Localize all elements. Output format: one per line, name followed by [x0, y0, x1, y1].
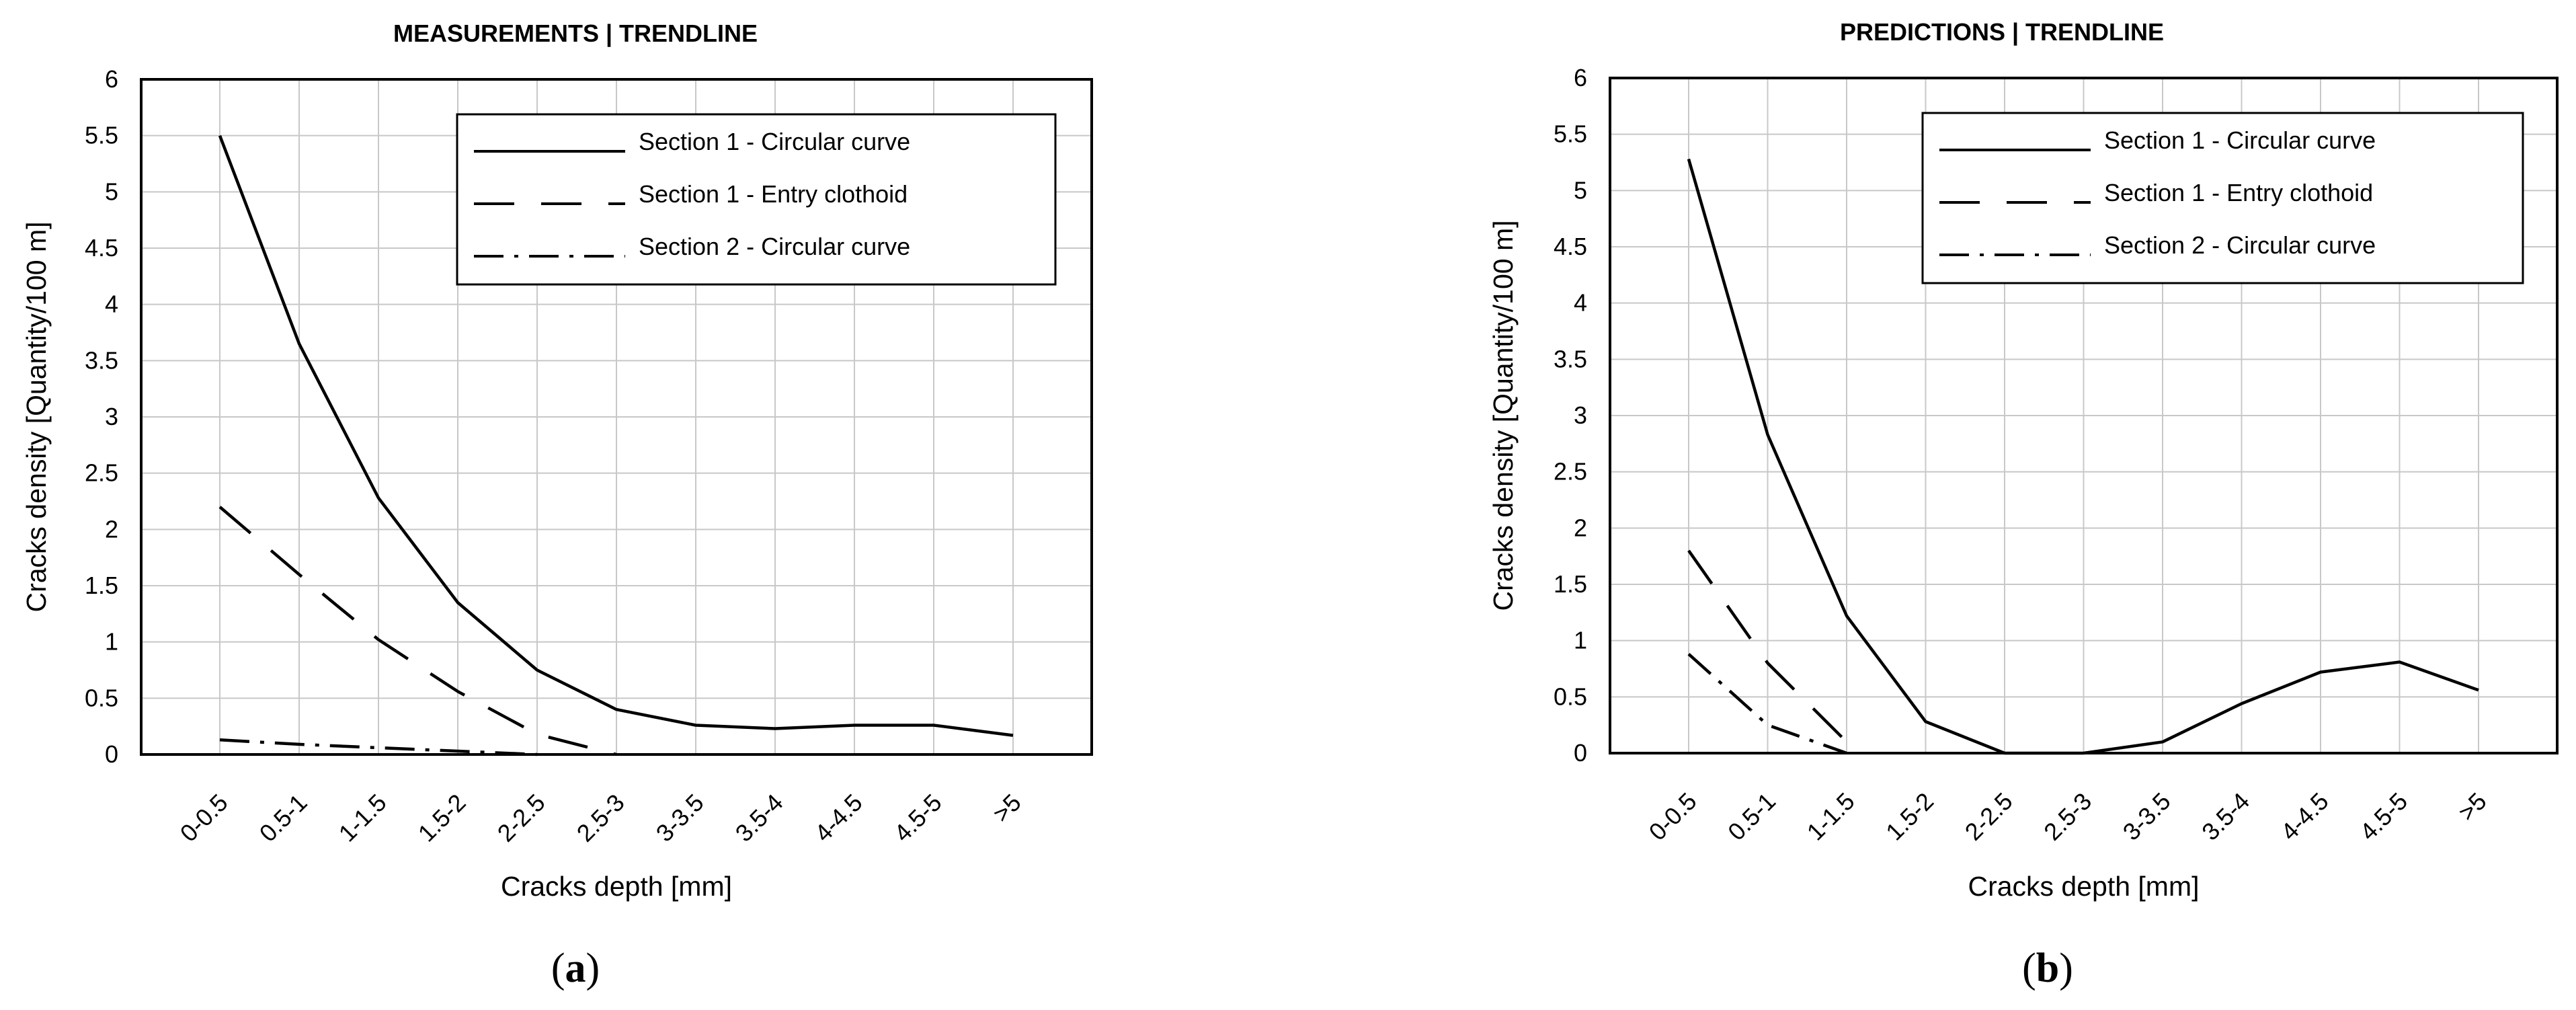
x-tick-label: 2-2.5 — [1960, 787, 2018, 846]
x-tick-label: 3-3.5 — [2118, 787, 2176, 846]
y-tick-label: 5 — [1574, 176, 1587, 204]
x-tick-label: 1-1.5 — [1802, 787, 1860, 846]
x-tick-label: 3.5-4 — [2196, 787, 2255, 846]
x-tick-label: 4.5-5 — [889, 789, 947, 847]
y-tick-label: 5.5 — [85, 122, 118, 149]
y-tick-label: 0 — [1574, 739, 1587, 767]
y-tick-label: 6 — [1574, 64, 1587, 91]
y-tick-label: 0.5 — [1554, 683, 1587, 710]
legend-label: Section 1 - Entry clothoid — [2104, 179, 2373, 206]
x-tick-label: >5 — [2453, 787, 2492, 826]
series-line-solid — [218, 134, 1014, 737]
series-line-dashdot — [219, 738, 538, 756]
y-tick-label: 6 — [105, 65, 118, 93]
y-axis-label: Cracks density [Quantity/100 m] — [1488, 220, 1519, 611]
legend: Section 1 - Circular curve Section 1 - En… — [456, 113, 1057, 286]
y-tick-label: 4.5 — [85, 234, 118, 262]
panel-label: (a) — [551, 945, 600, 991]
y-tick-label: 2 — [105, 515, 118, 543]
y-tick-label: 1 — [1574, 627, 1587, 654]
legend: Section 1 - Circular curve Section 1 - En… — [1921, 112, 2524, 284]
legend-label: Section 2 - Circular curve — [639, 233, 910, 260]
y-tick-label: 2.5 — [85, 459, 118, 487]
x-tick-label: 4-4.5 — [809, 789, 868, 847]
legend-label: Section 2 - Circular curve — [2104, 231, 2376, 259]
y-tick-label: 4 — [105, 290, 118, 318]
y-tick-label: 0.5 — [85, 684, 118, 711]
x-axis-label: Cracks depth [mm] — [501, 871, 732, 902]
legend-label: Section 1 - Circular curve — [639, 128, 910, 155]
y-tick-label: 5 — [105, 178, 118, 205]
panel-label: (b) — [2022, 945, 2073, 991]
x-tick-label: 0.5-1 — [254, 789, 313, 847]
x-tick-label: 2-2.5 — [492, 789, 551, 847]
x-tick-label: 2.5-3 — [571, 789, 630, 847]
y-tick-label: 1 — [105, 628, 118, 656]
y-tick-label: 2.5 — [1554, 458, 1587, 485]
x-axis-label: Cracks depth [mm] — [1968, 871, 2199, 902]
x-tick-label: 1.5-2 — [1880, 787, 1939, 846]
y-tick-label: 5.5 — [1554, 120, 1587, 148]
x-tick-label: 1.5-2 — [413, 789, 471, 847]
x-tick-label: 0-0.5 — [1644, 787, 1702, 846]
y-tick-label: 2 — [1574, 514, 1587, 541]
legend-label: Section 1 - Circular curve — [2104, 126, 2376, 154]
x-tick-label: 0.5-1 — [1722, 787, 1781, 846]
plot-area-frame — [1609, 77, 2559, 754]
x-tick-label: 3.5-4 — [730, 789, 789, 847]
x-tick-label: >5 — [988, 789, 1027, 828]
y-axis-label: Cracks density [Quantity/100 m] — [21, 221, 52, 612]
plot-area-frame — [140, 78, 1093, 756]
x-tick-label: 4-4.5 — [2276, 787, 2334, 846]
y-tick-label: 1.5 — [85, 572, 118, 599]
series-line-dashed — [1687, 549, 1848, 743]
y-tick-label: 4.5 — [1554, 233, 1587, 260]
y-tick-label: 4 — [1574, 289, 1587, 317]
x-tick-label: 3-3.5 — [651, 789, 709, 847]
y-tick-label: 3 — [1574, 401, 1587, 429]
chart-panel-a: 0 0.5 1 1.5 2 2.5 3 3.5 4 4.5 5 5.5 6 0-0.5 0.5-1 1-1.5… — [21, 20, 1093, 991]
y-tick-label: 0 — [105, 740, 118, 768]
chart-title: MEASUREMENTS | TRENDLINE — [393, 20, 758, 48]
y-tick-label: 3.5 — [1554, 345, 1587, 373]
x-tick-label: 2.5-3 — [2038, 787, 2097, 846]
x-tick-label: 0-0.5 — [175, 789, 233, 847]
legend-label: Section 1 - Entry clothoid — [639, 180, 908, 208]
x-tick-label: 4.5-5 — [2354, 787, 2413, 846]
series-line-dashed — [218, 506, 617, 756]
chart-panel-b: 0 0.5 1 1.5 2 2.5 3 3.5 4 4.5 5 5.5 6 0-0.5 0.5-1 1-1.5… — [1488, 18, 2559, 991]
y-tick-label: 3.5 — [85, 346, 118, 374]
y-tick-label: 3 — [105, 403, 118, 430]
chart-title: PREDICTIONS | TRENDLINE — [1840, 18, 2164, 46]
x-tick-label: 1-1.5 — [333, 789, 392, 847]
y-tick-label: 1.5 — [1554, 570, 1587, 598]
